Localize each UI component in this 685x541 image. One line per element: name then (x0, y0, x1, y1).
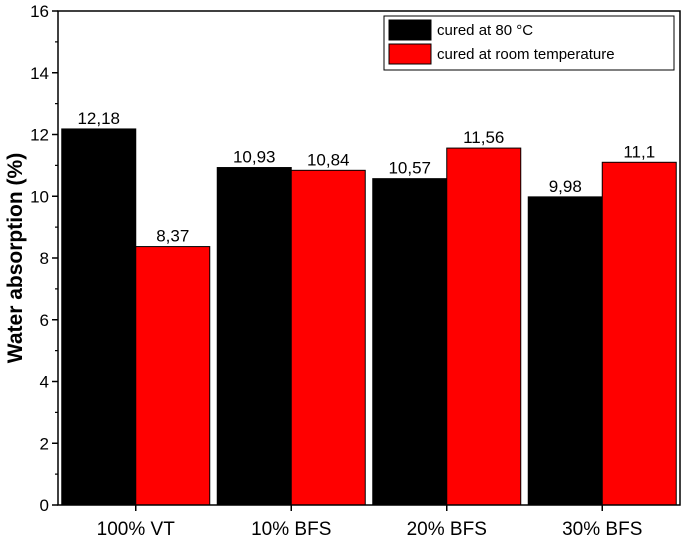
bar (216, 167, 292, 506)
legend-swatch (388, 19, 432, 41)
bar (135, 246, 211, 506)
bar (372, 178, 448, 506)
data-label: 10,93 (233, 148, 276, 167)
data-label: 10,84 (307, 150, 350, 169)
y-tick-label: 2 (40, 434, 49, 453)
x-tick-label: 30% BFS (562, 519, 642, 540)
x-axis: 100% VT 10% BFS 20% BFS 30% BFS (97, 505, 642, 540)
legend: cured at 80 °C cured at room temperature (383, 15, 675, 71)
x-tick-label: 10% BFS (251, 519, 331, 540)
bar (290, 169, 366, 506)
bars-layer (61, 128, 677, 506)
y-tick-label: 4 (40, 373, 49, 392)
data-label: 9,98 (549, 177, 582, 196)
bar (446, 147, 522, 506)
legend-swatch (388, 43, 432, 65)
y-tick-label: 6 (40, 311, 49, 330)
data-label: 8,37 (156, 227, 189, 246)
x-tick-label: 100% VT (97, 519, 176, 540)
x-tick-label: 20% BFS (407, 519, 487, 540)
legend-box (383, 15, 675, 71)
bar (61, 128, 137, 506)
data-label: 11,56 (463, 128, 504, 147)
bar (527, 196, 603, 506)
bar (601, 161, 677, 506)
legend-label: cured at 80 °C (437, 22, 533, 39)
y-tick-label: 16 (30, 2, 49, 21)
y-tick-label: 8 (40, 249, 49, 268)
y-tick-label: 10 (30, 187, 49, 206)
y-tick-label: 12 (30, 126, 49, 145)
y-tick-label: 14 (30, 64, 49, 83)
y-axis: 0 2 4 6 8 10 12 14 16 (30, 2, 58, 515)
data-labels-layer: 12,18 8,37 10,93 10,84 10,57 11,56 9,98 11,1 (77, 109, 655, 246)
y-axis-title: Water absorption (%) (4, 153, 27, 363)
y-tick-label: 0 (40, 496, 49, 515)
data-label: 10,57 (388, 159, 431, 178)
legend-label: cured at room temperature (437, 46, 615, 63)
data-label: 11,1 (623, 142, 655, 161)
data-label: 12,18 (77, 109, 120, 128)
